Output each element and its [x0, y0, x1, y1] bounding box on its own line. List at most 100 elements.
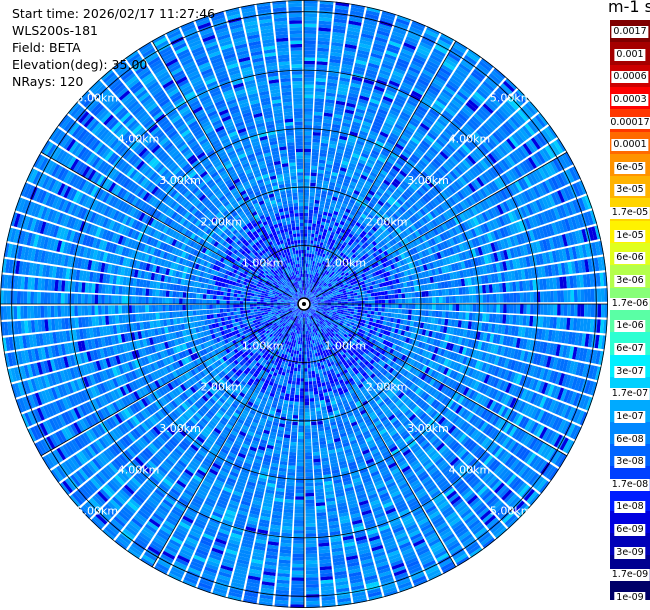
ppi-gate — [376, 287, 381, 292]
ppi-gate — [305, 273, 307, 278]
ppi-gate — [319, 203, 325, 209]
ppi-gate — [368, 59, 381, 66]
ppi-gate — [361, 304, 365, 307]
ppi-gate — [356, 292, 361, 296]
ppi-gate — [304, 47, 316, 51]
ppi-gate — [347, 306, 352, 309]
ppi-gate — [486, 304, 490, 313]
ppi-gate — [461, 287, 466, 295]
ppi-gate — [325, 163, 333, 169]
ppi-gate — [400, 288, 405, 294]
ppi-gate — [304, 135, 312, 139]
ppi-gate — [314, 261, 318, 266]
ppi-gate — [313, 271, 316, 276]
ppi-gate — [306, 260, 309, 264]
ppi-gate — [363, 290, 368, 295]
ppi-gate — [367, 310, 372, 315]
ppi-gate — [452, 296, 456, 303]
ppi-gate — [445, 288, 449, 296]
ppi-gate — [317, 37, 330, 42]
ppi-gate — [438, 296, 443, 304]
ppi-gate — [304, 253, 307, 257]
ppi-gate — [304, 239, 307, 244]
ppi-gate — [361, 300, 365, 304]
ppi-gate — [343, 115, 353, 121]
ppi-gate — [361, 297, 365, 301]
ppi-gate — [387, 312, 392, 318]
ppi-gate — [308, 219, 313, 224]
ppi-gate — [313, 125, 322, 130]
ppi-gate — [333, 161, 341, 167]
ppi-gate — [345, 40, 358, 46]
ppi-gate — [485, 284, 490, 294]
ppi-gate — [320, 221, 326, 226]
ppi-gate — [304, 97, 314, 102]
ppi-gate — [313, 118, 323, 123]
ppi-gate — [367, 296, 372, 301]
ppi-gate — [405, 298, 409, 304]
ppi-gate — [346, 140, 356, 147]
ppi-gate — [329, 223, 334, 229]
ppi-gate — [357, 298, 362, 301]
ppi-gate — [315, 193, 321, 198]
ppi-gate — [329, 62, 341, 67]
ppi-gate — [361, 29, 375, 36]
ppi-gate — [563, 304, 568, 316]
ppi-gate — [324, 305, 328, 307]
ppi-gate — [401, 293, 406, 299]
ppi-gate — [320, 238, 325, 243]
ppi-gate — [325, 92, 336, 97]
ppi-gate — [304, 64, 315, 68]
ppi-gate — [304, 40, 316, 45]
ppi-gate — [332, 31, 345, 37]
ppi-gate — [350, 127, 360, 134]
ppi-gate — [512, 314, 517, 325]
ppi-gate — [304, 114, 313, 119]
ppi-gate — [319, 152, 327, 158]
ppi-gate — [348, 89, 360, 95]
ppi-gate — [546, 291, 551, 303]
ppi-gate — [333, 113, 343, 119]
ppi-gate — [311, 226, 316, 231]
ppi-gate — [309, 250, 313, 254]
ppi-gate — [304, 128, 312, 132]
ppi-gate — [428, 310, 433, 317]
ppi-gate — [374, 307, 379, 312]
ppi-gate — [346, 33, 359, 40]
ppi-gate — [469, 304, 473, 312]
ppi-gate — [306, 277, 309, 281]
ppi-gate — [359, 91, 371, 98]
ppi-gate — [333, 18, 347, 24]
ppi-gate — [334, 158, 342, 164]
ppi-gate — [338, 80, 350, 86]
ppi-gate — [435, 310, 439, 318]
ppi-gate — [366, 6, 381, 14]
ppi-gate — [311, 267, 314, 272]
ppi-gate — [336, 148, 344, 154]
ppi-gate — [323, 115, 333, 121]
ppi-gate — [373, 288, 378, 293]
ppi-gate — [349, 131, 359, 137]
ppi-gate — [349, 10, 364, 17]
ppi-gate — [380, 13, 395, 21]
ppi-gate — [304, 293, 305, 298]
ppi-gate — [351, 3, 366, 10]
ppi-gate — [455, 287, 460, 295]
ppi-gate — [397, 288, 402, 294]
ppi-gate — [519, 292, 524, 303]
ppi-gate — [313, 254, 317, 259]
ppi-gate — [335, 1, 350, 7]
ppi-gate — [320, 142, 329, 148]
ppi-gate — [304, 33, 317, 38]
ppi-gate — [319, 200, 326, 205]
ppi-gate — [309, 196, 315, 200]
ppi-gate — [354, 62, 367, 69]
ppi-gate — [318, 30, 331, 36]
ppi-gate — [347, 296, 351, 300]
ppi-gate — [322, 211, 328, 216]
ppi-gate — [369, 56, 382, 63]
ppi-gate — [317, 362, 321, 367]
ppi-gate — [322, 232, 327, 237]
ppi-gate — [337, 305, 342, 308]
ppi-gate — [314, 104, 324, 110]
